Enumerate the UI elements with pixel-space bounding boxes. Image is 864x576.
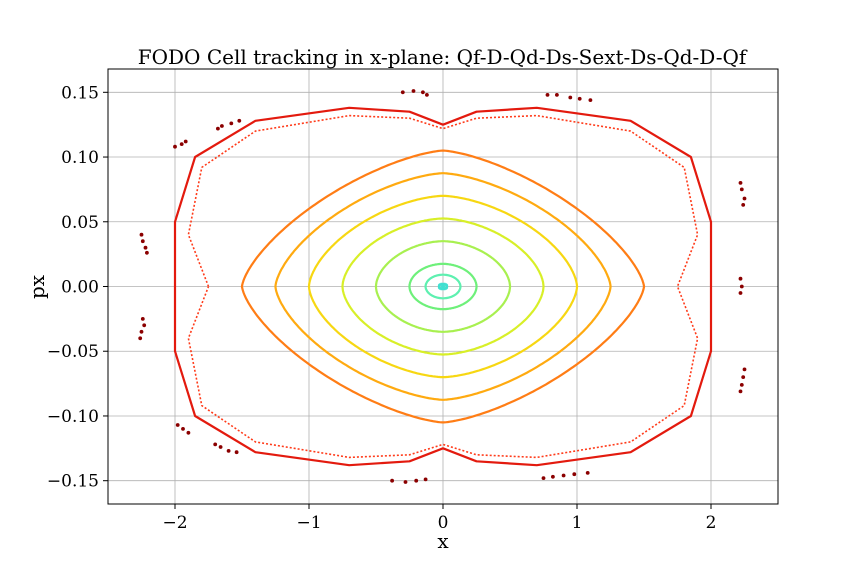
island-point — [414, 478, 419, 483]
island-point — [423, 477, 428, 482]
island-point — [738, 389, 743, 394]
y-axis-label: px — [25, 274, 49, 299]
island-point — [551, 474, 555, 479]
separatrix-outer — [173, 106, 713, 467]
orbit-curve — [374, 240, 512, 333]
island-point — [411, 89, 416, 93]
island-point — [738, 181, 743, 185]
chart-title: FODO Cell tracking in x-plane: Qf-D-Qd-D… — [138, 45, 748, 69]
island-point — [175, 423, 180, 427]
island-point — [421, 90, 425, 95]
island-point — [742, 367, 747, 372]
x-tick-label: 0 — [438, 513, 449, 533]
orbit-curve — [240, 149, 646, 424]
island-point — [139, 329, 144, 334]
island-point — [179, 142, 184, 147]
island-point — [739, 383, 744, 387]
origin-point — [441, 284, 445, 289]
orbit-curve — [274, 172, 612, 401]
orbit-curve — [341, 217, 545, 356]
x-tick-label: 1 — [572, 513, 583, 533]
island-point — [220, 124, 224, 128]
data-layer — [138, 89, 747, 484]
x-tick-label: −2 — [162, 513, 187, 533]
island-point — [555, 93, 559, 97]
island-point — [585, 471, 590, 475]
island-point — [425, 93, 429, 97]
axis-ticks: −2 −1 0 1 2 −0.15 −0.10 −0.05 0.00 0.05 0.10 0.15 — [47, 83, 717, 533]
island-point — [568, 95, 573, 100]
island-point — [186, 430, 191, 435]
island-point — [561, 473, 566, 478]
island-point — [181, 427, 185, 431]
island-point — [237, 118, 242, 123]
island-point — [403, 480, 408, 484]
island-point — [739, 284, 744, 289]
island-point — [216, 126, 220, 131]
island-point — [390, 478, 394, 483]
island-point — [400, 90, 405, 95]
island-point — [173, 144, 177, 149]
y-tick-label: 0.00 — [61, 278, 99, 298]
island-point — [138, 336, 143, 341]
x-tick-label: 2 — [706, 513, 717, 533]
orbit-curve — [408, 262, 478, 311]
y-tick-label: −0.10 — [47, 407, 99, 427]
y-tick-label: 0.10 — [61, 148, 99, 168]
orbit-curve — [307, 194, 579, 379]
island-point — [741, 375, 746, 379]
y-tick-label: −0.05 — [47, 342, 99, 362]
island-point — [145, 250, 149, 255]
island-point — [143, 245, 148, 250]
island-point — [229, 121, 234, 126]
orbit-curve — [437, 282, 449, 291]
island-point — [140, 239, 145, 244]
island-point — [139, 232, 144, 237]
island-point — [738, 276, 743, 281]
island-point — [234, 450, 239, 455]
island-point — [183, 139, 188, 144]
orbit-curve — [424, 273, 462, 300]
y-tick-label: −0.15 — [47, 472, 99, 492]
island-point — [140, 317, 145, 321]
x-axis-label: x — [437, 529, 449, 553]
island-point — [577, 96, 582, 101]
island-point — [742, 196, 747, 201]
island-point — [545, 93, 550, 97]
island-point — [213, 442, 218, 447]
island-point — [741, 203, 746, 207]
separatrix-inner — [187, 114, 699, 459]
island-point — [142, 323, 147, 328]
x-tick-label: −1 — [296, 513, 321, 533]
island-point — [226, 449, 231, 453]
island-point — [588, 98, 593, 102]
island-point — [572, 472, 577, 477]
y-tick-label: 0.05 — [61, 213, 99, 233]
island-point — [218, 445, 223, 449]
island-point — [738, 291, 743, 295]
island-point — [739, 187, 744, 192]
y-tick-label: 0.15 — [61, 83, 99, 103]
island-point — [541, 476, 546, 480]
